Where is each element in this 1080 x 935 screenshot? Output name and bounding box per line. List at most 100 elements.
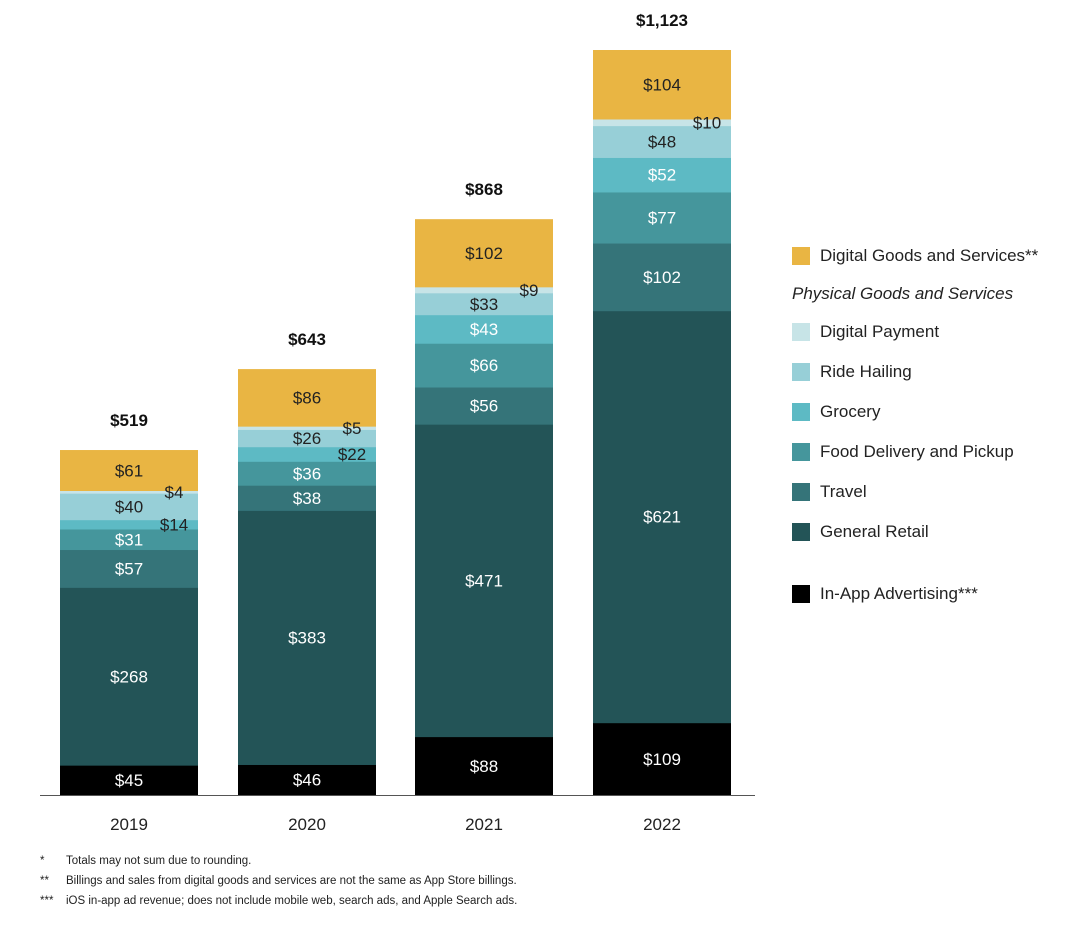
data-label: $57	[115, 559, 143, 578]
legend-swatch	[792, 247, 810, 265]
legend-label: Ride Hailing	[820, 362, 912, 381]
bar-segment	[593, 50, 731, 120]
data-label: $10	[693, 113, 721, 132]
data-label: $31	[115, 530, 143, 549]
legend-swatch	[792, 403, 810, 421]
footnote: ** Billings and sales from digital goods …	[40, 871, 517, 891]
bar-segment	[593, 310, 731, 724]
data-label: $268	[110, 667, 148, 686]
legend-item-digital-goods: Digital Goods and Services**	[792, 236, 1038, 276]
bar-segment	[593, 722, 731, 796]
legend-item-digital-payment: Digital Payment	[792, 312, 1038, 352]
data-label: $4	[165, 483, 184, 502]
bar-segment	[60, 450, 198, 491]
bar-segment	[60, 528, 198, 551]
legend-swatch	[792, 585, 810, 603]
data-label: $61	[115, 461, 143, 480]
bar-segment	[593, 157, 731, 193]
bar-segment	[593, 191, 731, 244]
bar-segment	[238, 485, 376, 511]
legend-item-in-app-advertising: In-App Advertising***	[792, 574, 1038, 614]
footnote-text: Totals may not sum due to rounding.	[66, 855, 252, 867]
footnote-mark: **	[40, 875, 49, 887]
legend: Digital Goods and Services** Physical Go…	[792, 236, 1038, 614]
total-label: $519	[110, 411, 148, 430]
bar-segment	[593, 243, 731, 312]
data-label: $88	[470, 757, 498, 776]
total-label: $868	[465, 180, 503, 199]
legend-label: Digital Goods and Services**	[820, 246, 1039, 265]
legend-item-grocery: Grocery	[792, 392, 1038, 432]
stacked-bar-chart: $519 2019 $643 2020 $868 2021 $1,123 2022 $45 $26…	[40, 11, 755, 834]
bar-segment	[415, 343, 553, 388]
bar-segment	[60, 490, 198, 494]
bar-segment	[238, 446, 376, 462]
x-tick-label: 2022	[643, 815, 681, 834]
footnote-text: iOS in-app ad revenue; does not include …	[66, 895, 518, 907]
data-label: $383	[288, 628, 326, 647]
bar-segment	[60, 587, 198, 766]
bar-segment	[415, 286, 553, 294]
legend-item-food-delivery: Food Delivery and Pickup	[792, 432, 1038, 472]
data-label: $22	[338, 445, 366, 464]
bar-segment	[238, 461, 376, 486]
data-label: $33	[470, 295, 498, 314]
data-label: $40	[115, 497, 143, 516]
bar-segment	[238, 429, 376, 448]
data-label: $48	[648, 133, 676, 152]
bar-segment	[60, 519, 198, 530]
data-label: $102	[643, 268, 681, 287]
data-label: $86	[293, 389, 321, 408]
footnote: * Totals may not sum due to rounding.	[40, 851, 517, 871]
data-label: $621	[643, 508, 681, 527]
x-tick-label: 2020	[288, 815, 326, 834]
bar-segment	[415, 219, 553, 288]
data-label: $56	[470, 397, 498, 416]
legend-label: General Retail	[820, 522, 929, 541]
data-label: $66	[470, 356, 498, 375]
data-label: $77	[648, 209, 676, 228]
legend-swatch	[792, 443, 810, 461]
bar-segment	[415, 424, 553, 738]
data-label: $471	[465, 571, 503, 590]
data-label: $9	[520, 281, 539, 300]
bar-segment	[593, 118, 731, 127]
bar-segment	[60, 549, 198, 588]
total-label: $1,123	[636, 11, 688, 30]
legend-heading-physical: Physical Goods and Services	[792, 284, 1014, 303]
legend-label: Food Delivery and Pickup	[820, 442, 1014, 461]
legend-label: Digital Payment	[820, 322, 940, 341]
bar-segment	[238, 764, 376, 796]
legend-label: Grocery	[820, 402, 881, 421]
data-label: $45	[115, 771, 143, 790]
bar-segment	[415, 736, 553, 796]
legend-label: In-App Advertising***	[820, 584, 978, 603]
legend-swatch	[792, 323, 810, 341]
legend-swatch	[792, 483, 810, 501]
bar-segment	[415, 292, 553, 316]
data-label: $14	[160, 515, 188, 534]
data-label: $109	[643, 750, 681, 769]
footnote: *** iOS in-app ad revenue; does not inclu…	[40, 891, 518, 911]
footnote-mark: ***	[40, 895, 54, 907]
legend-item-travel: Travel	[792, 472, 1038, 512]
legend-swatch	[792, 523, 810, 541]
bar-segment	[238, 369, 376, 427]
legend-item-general-retail: General Retail	[792, 512, 1038, 552]
data-label: $46	[293, 771, 321, 790]
bar-segment	[238, 510, 376, 765]
bar-segment	[415, 314, 553, 344]
legend-item-ride-hailing: Ride Hailing	[792, 352, 1038, 392]
bar-segment	[60, 493, 198, 521]
data-label: $5	[343, 419, 362, 438]
data-label: $43	[470, 320, 498, 339]
bar-segment	[238, 426, 376, 430]
data-label: $26	[293, 429, 321, 448]
footnote-text: Billings and sales from digital goods an…	[66, 875, 517, 887]
bar-segment	[60, 765, 198, 796]
footnotes: * Totals may not sum due to rounding. ** B…	[40, 851, 518, 911]
legend-label: Travel	[820, 482, 867, 501]
x-tick-label: 2019	[110, 815, 148, 834]
data-label: $38	[293, 489, 321, 508]
bar-segment	[415, 387, 553, 425]
